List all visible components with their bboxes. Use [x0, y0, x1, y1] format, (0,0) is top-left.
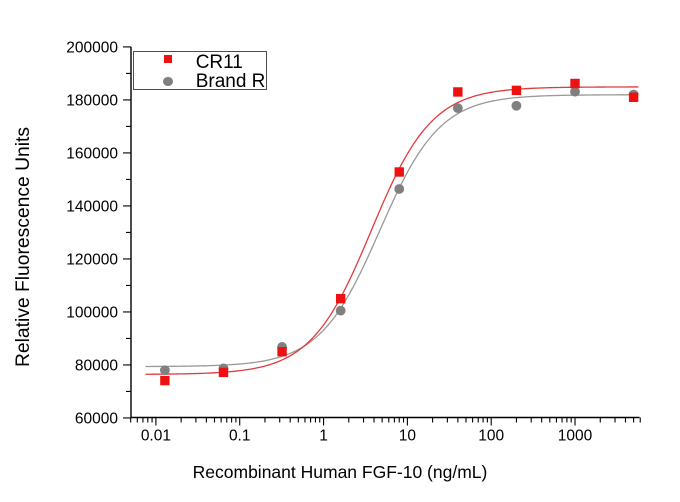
- svg-text:60000: 60000: [75, 410, 118, 427]
- svg-text:100000: 100000: [66, 304, 118, 321]
- svg-text:80000: 80000: [75, 357, 118, 374]
- svg-text:0.1: 0.1: [229, 428, 251, 445]
- svg-text:0.01: 0.01: [141, 428, 171, 445]
- svg-text:200000: 200000: [66, 39, 118, 56]
- svg-text:1: 1: [319, 428, 328, 445]
- svg-text:1000: 1000: [558, 428, 593, 445]
- svg-text:100: 100: [478, 428, 504, 445]
- svg-text:180000: 180000: [66, 92, 118, 109]
- svg-text:140000: 140000: [66, 198, 118, 215]
- svg-text:120000: 120000: [66, 251, 118, 268]
- svg-text:160000: 160000: [66, 145, 118, 162]
- svg-text:10: 10: [399, 428, 417, 445]
